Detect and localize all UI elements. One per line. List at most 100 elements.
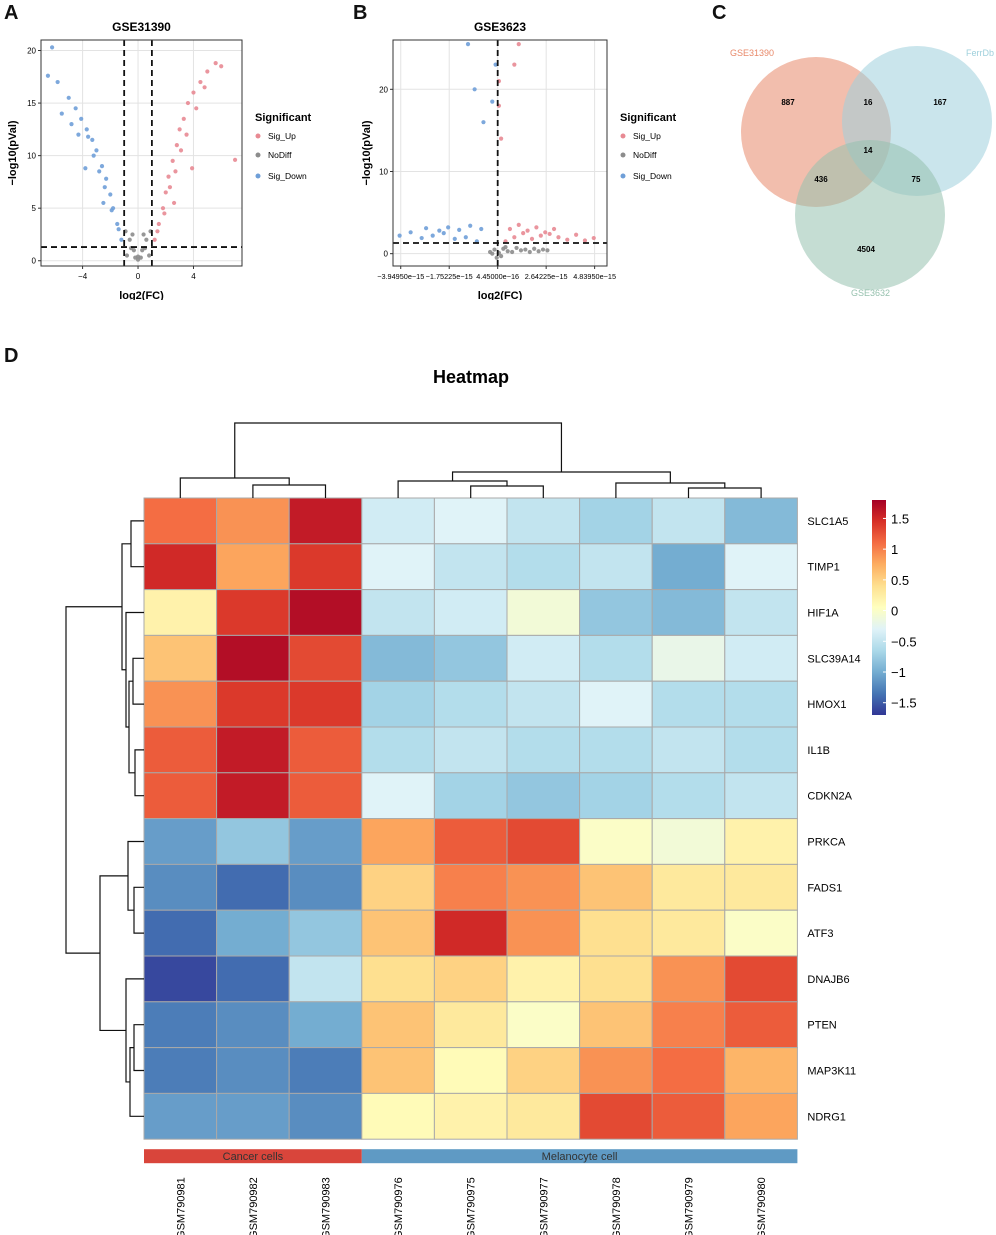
- heatmap-cell: [361, 543, 435, 591]
- point-sig-down: [102, 185, 107, 190]
- heatmap-cell: [724, 772, 798, 820]
- heatmap-cell: [433, 909, 508, 957]
- point-nodiff: [494, 255, 499, 260]
- legend-label: Sig_Up: [633, 131, 661, 141]
- point-sig-up: [205, 69, 210, 74]
- plot-frame: [392, 39, 608, 267]
- plot-frame: [40, 39, 243, 267]
- column-label: GSM790981: [175, 1177, 187, 1235]
- y-axis-label: −log10(pVal): [361, 120, 373, 185]
- column-label: GSM790976: [393, 1177, 405, 1235]
- chart-title: GSE3623: [474, 20, 526, 34]
- heatmap-cell: [506, 1047, 581, 1094]
- point-sig-up: [512, 235, 517, 240]
- row-dendrogram: [99, 875, 128, 1032]
- point-sig-down: [479, 226, 484, 232]
- heatmap-cell: [724, 497, 798, 545]
- row-dendrogram: [128, 680, 135, 774]
- legend-tick-label: 1: [891, 542, 898, 557]
- panel-label-c: C: [712, 2, 727, 24]
- heatmap-cell: [506, 909, 581, 957]
- row-label: SLC39A14: [807, 653, 860, 665]
- heatmap-cell: [579, 955, 653, 1003]
- point-sig-down: [493, 62, 498, 67]
- point-sig-up: [202, 85, 207, 90]
- point-sig-down: [45, 73, 51, 78]
- heatmap-cell: [433, 818, 508, 865]
- heatmap-cell: [143, 634, 218, 682]
- point-sig-up: [177, 127, 182, 132]
- point-sig-down: [108, 192, 113, 197]
- row-label: FADS1: [807, 882, 842, 894]
- point-sig-up: [170, 158, 175, 163]
- heatmap-cell: [651, 543, 726, 591]
- column-label: GSM790980: [756, 1177, 768, 1235]
- column-dendrogram: [252, 484, 327, 498]
- heatmap-cell: [651, 818, 726, 865]
- row-dendrogram: [134, 749, 144, 797]
- column-label: GSM790977: [538, 1177, 550, 1235]
- heatmap-title: Heatmap: [433, 367, 509, 387]
- y-axis-label: −log10(pVal): [7, 120, 19, 185]
- row-dendrogram: [65, 606, 122, 954]
- point-nodiff: [505, 249, 510, 254]
- heatmap-cell: [724, 634, 798, 682]
- venn-count-only-b: 167: [933, 98, 947, 107]
- point-sig-down: [76, 132, 81, 137]
- point-sig-up: [512, 62, 517, 67]
- heatmap-cell: [579, 589, 653, 636]
- legend-label: NoDiff: [633, 150, 657, 160]
- x-tick-label: 2.64225e−15: [525, 272, 568, 281]
- legend-marker: [255, 173, 261, 179]
- point-nodiff: [532, 246, 537, 251]
- heatmap-cell: [143, 1047, 218, 1094]
- point-nodiff: [124, 253, 130, 258]
- heatmap-cell: [143, 497, 218, 545]
- row-label: PTEN: [807, 1020, 836, 1032]
- heatmap-cell: [433, 772, 508, 820]
- heatmap-cell: [433, 863, 508, 911]
- point-sig-down: [94, 148, 99, 153]
- heatmap-cell: [361, 955, 435, 1003]
- heatmap-cell: [143, 1092, 218, 1140]
- heatmap-cell: [288, 863, 363, 911]
- point-sig-up: [551, 226, 557, 232]
- heatmap-cell: [143, 772, 218, 820]
- legend-marker: [255, 133, 261, 139]
- heatmap-cell: [651, 680, 726, 728]
- point-sig-down: [481, 120, 486, 125]
- point-sig-up: [507, 226, 513, 232]
- heatmap-cell: [651, 1047, 726, 1094]
- point-nodiff: [503, 244, 508, 250]
- point-sig-down: [73, 106, 78, 111]
- heatmap-cell: [506, 1092, 581, 1140]
- heatmap-cell: [288, 589, 363, 636]
- point-sig-down: [119, 237, 124, 242]
- heatmap-cell: [579, 1092, 653, 1140]
- column-dendrogram: [234, 422, 563, 478]
- point-sig-up: [163, 190, 168, 195]
- legend-marker: [620, 173, 626, 179]
- row-dendrogram: [127, 840, 144, 911]
- heatmap-cell: [361, 772, 435, 820]
- point-sig-up: [556, 235, 561, 240]
- row-label: TIMP1: [807, 562, 839, 574]
- point-sig-up: [173, 169, 178, 174]
- point-sig-down: [84, 127, 89, 132]
- point-sig-up: [516, 222, 521, 228]
- point-sig-up: [191, 90, 196, 95]
- heatmap-cell: [143, 589, 218, 636]
- point-nodiff: [540, 247, 546, 252]
- heatmap-cell: [143, 955, 218, 1003]
- heatmap-cell: [216, 863, 290, 911]
- point-sig-up: [499, 136, 504, 141]
- heatmap-cell: [579, 726, 653, 774]
- heatmap-cell: [651, 955, 726, 1003]
- legend-title: Significant: [620, 112, 677, 124]
- panel-label-a: A: [4, 2, 19, 24]
- point-nodiff: [527, 249, 532, 255]
- heatmap-cell: [433, 1092, 508, 1140]
- heatmap-cell: [724, 726, 798, 774]
- heatmap-cell: [579, 680, 653, 728]
